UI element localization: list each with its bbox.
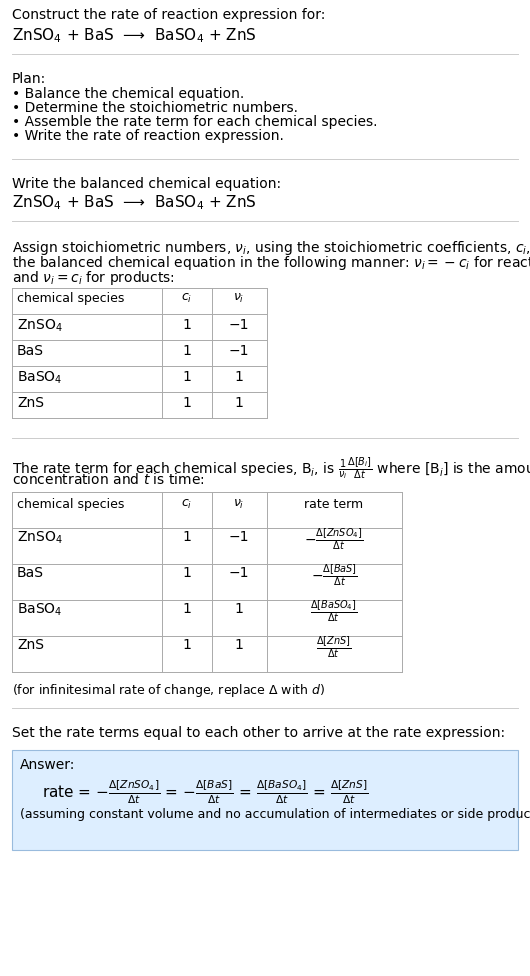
Text: Plan:: Plan: (12, 72, 46, 86)
Text: Assign stoichiometric numbers, $\nu_i$, using the stoichiometric coefficients, $: Assign stoichiometric numbers, $\nu_i$, … (12, 239, 530, 257)
Text: • Write the rate of reaction expression.: • Write the rate of reaction expression. (12, 129, 284, 143)
Text: rate = $-\frac{\Delta[ZnSO_4]}{\Delta t}$ = $-\frac{\Delta[BaS]}{\Delta t}$ = $\: rate = $-\frac{\Delta[ZnSO_4]}{\Delta t}… (42, 778, 369, 805)
Text: $-\frac{\Delta[ZnSO_4]}{\Delta t}$: $-\frac{\Delta[ZnSO_4]}{\Delta t}$ (304, 526, 364, 551)
Text: $\frac{\Delta[ZnS]}{\Delta t}$: $\frac{\Delta[ZnS]}{\Delta t}$ (316, 634, 351, 660)
Text: −1: −1 (229, 566, 249, 580)
Text: 1: 1 (235, 370, 243, 384)
Text: 1: 1 (182, 370, 191, 384)
Text: −1: −1 (229, 530, 249, 544)
Text: 1: 1 (182, 318, 191, 332)
Text: $c_i$: $c_i$ (181, 292, 192, 305)
Text: 1: 1 (235, 638, 243, 652)
FancyBboxPatch shape (12, 750, 518, 850)
Text: • Assemble the rate term for each chemical species.: • Assemble the rate term for each chemic… (12, 115, 377, 129)
Text: BaSO$_4$: BaSO$_4$ (17, 602, 63, 619)
Text: rate term: rate term (304, 498, 364, 511)
Text: $\frac{\Delta[BaSO_4]}{\Delta t}$: $\frac{\Delta[BaSO_4]}{\Delta t}$ (311, 598, 358, 624)
Text: ZnS: ZnS (17, 396, 44, 410)
Text: (for infinitesimal rate of change, replace Δ with $d$): (for infinitesimal rate of change, repla… (12, 682, 325, 699)
Text: 1: 1 (182, 638, 191, 652)
Text: • Balance the chemical equation.: • Balance the chemical equation. (12, 87, 244, 101)
Text: The rate term for each chemical species, B$_i$, is $\frac{1}{\nu_i}\frac{\Delta[: The rate term for each chemical species,… (12, 456, 530, 482)
Text: Set the rate terms equal to each other to arrive at the rate expression:: Set the rate terms equal to each other t… (12, 726, 505, 740)
Text: 1: 1 (182, 396, 191, 410)
Text: 1: 1 (182, 566, 191, 580)
Text: ZnSO$_4$ + BaS  ⟶  BaSO$_4$ + ZnS: ZnSO$_4$ + BaS ⟶ BaSO$_4$ + ZnS (12, 26, 257, 45)
Text: (assuming constant volume and no accumulation of intermediates or side products): (assuming constant volume and no accumul… (20, 808, 530, 821)
Text: 1: 1 (235, 396, 243, 410)
Text: • Determine the stoichiometric numbers.: • Determine the stoichiometric numbers. (12, 101, 298, 115)
Text: −1: −1 (229, 344, 249, 358)
Text: concentration and $t$ is time:: concentration and $t$ is time: (12, 472, 205, 487)
Text: and $\nu_i = c_i$ for products:: and $\nu_i = c_i$ for products: (12, 269, 175, 287)
Text: ZnSO$_4$: ZnSO$_4$ (17, 530, 63, 547)
Text: 1: 1 (182, 602, 191, 616)
Text: $-\frac{\Delta[BaS]}{\Delta t}$: $-\frac{\Delta[BaS]}{\Delta t}$ (311, 562, 357, 588)
Text: Write the balanced chemical equation:: Write the balanced chemical equation: (12, 177, 281, 191)
Text: 1: 1 (182, 344, 191, 358)
Text: BaS: BaS (17, 344, 44, 358)
Text: the balanced chemical equation in the following manner: $\nu_i = -c_i$ for react: the balanced chemical equation in the fo… (12, 254, 530, 272)
Text: chemical species: chemical species (17, 498, 125, 511)
Text: ZnS: ZnS (17, 638, 44, 652)
Text: BaSO$_4$: BaSO$_4$ (17, 370, 63, 386)
Text: ZnSO$_4$: ZnSO$_4$ (17, 318, 63, 335)
Text: BaS: BaS (17, 566, 44, 580)
Text: ZnSO$_4$ + BaS  ⟶  BaSO$_4$ + ZnS: ZnSO$_4$ + BaS ⟶ BaSO$_4$ + ZnS (12, 193, 257, 212)
Text: Construct the rate of reaction expression for:: Construct the rate of reaction expressio… (12, 8, 325, 22)
Text: 1: 1 (235, 602, 243, 616)
Text: $\nu_i$: $\nu_i$ (233, 292, 245, 305)
Text: $c_i$: $c_i$ (181, 498, 192, 511)
Text: 1: 1 (182, 530, 191, 544)
Text: −1: −1 (229, 318, 249, 332)
Text: Answer:: Answer: (20, 758, 75, 772)
Text: chemical species: chemical species (17, 292, 125, 305)
Text: $\nu_i$: $\nu_i$ (233, 498, 245, 511)
